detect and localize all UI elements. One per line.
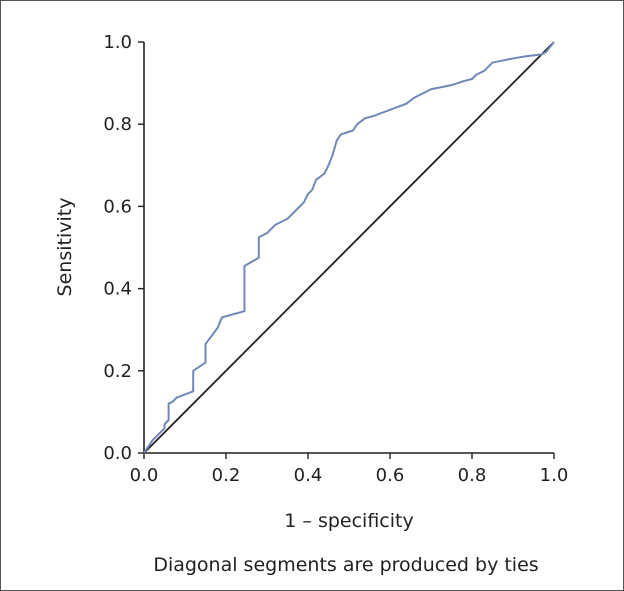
plot-lines	[143, 41, 555, 454]
x-tick-label: 1.0	[540, 465, 569, 486]
y-ticks: 0.0 0.2 0.4 0.6 0.8 1.0	[103, 32, 144, 464]
y-tick-label: 0.2	[103, 361, 132, 382]
y-tick-label: 0.0	[103, 443, 132, 464]
y-tick-label: 1.0	[103, 32, 132, 53]
x-tick-label: 0.4	[294, 465, 323, 486]
reference-diagonal-line	[143, 41, 555, 454]
x-tick-label: 0.8	[458, 465, 487, 486]
x-tick-label: 0.0	[130, 465, 159, 486]
y-axis-label: Sensitivity	[54, 198, 76, 297]
y-tick-label: 0.8	[103, 114, 132, 135]
y-tick-label: 0.6	[103, 196, 132, 217]
x-axis-label: 1 – specificity	[284, 510, 413, 532]
footnote: Diagonal segments are produced by ties	[153, 554, 538, 576]
y-tick-label: 0.4	[103, 279, 132, 300]
roc-curve-line	[143, 41, 555, 454]
x-tick-label: 0.2	[212, 465, 241, 486]
x-tick-label: 0.6	[376, 465, 405, 486]
x-ticks: 0.0 0.2 0.4 0.6 0.8 1.0	[130, 453, 569, 486]
